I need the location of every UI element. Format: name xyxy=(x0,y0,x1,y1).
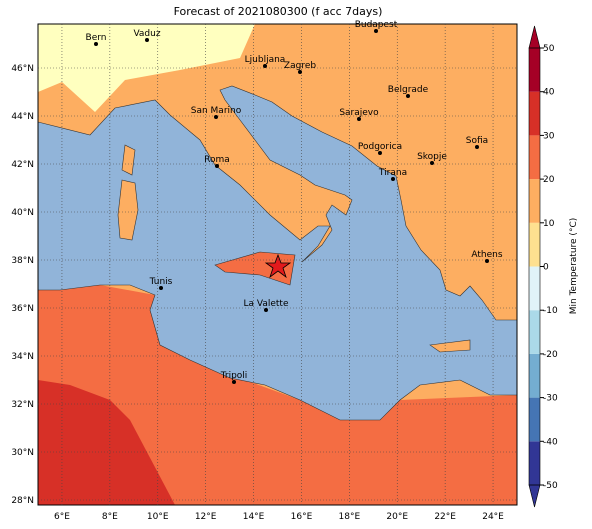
colorbar-segment xyxy=(529,353,540,398)
city-dot xyxy=(232,380,236,384)
city-label: Athens xyxy=(471,250,502,260)
city-label: San Marino xyxy=(191,106,242,116)
y-tick-label: 36°N xyxy=(11,304,34,314)
colorbar-segment xyxy=(529,91,540,136)
city-dot xyxy=(406,94,410,98)
x-tick-label: 16°E xyxy=(291,512,313,522)
city-label: La Valette xyxy=(244,299,289,309)
city-label: Sarajevo xyxy=(339,108,379,118)
colorbar-segment xyxy=(529,135,540,180)
x-tick-label: 18°E xyxy=(339,512,361,522)
city-label: Zagreb xyxy=(284,61,316,71)
y-tick-label: 44°N xyxy=(11,112,34,122)
y-tick-label: 42°N xyxy=(11,160,34,170)
city-dot xyxy=(215,164,219,168)
x-tick-label: 14°E xyxy=(243,512,265,522)
colorbar-segment xyxy=(529,266,540,311)
colorbar-segment xyxy=(529,441,540,485)
crete xyxy=(429,339,471,353)
city-dot xyxy=(214,115,218,119)
city-dot xyxy=(264,308,268,312)
city-dot xyxy=(430,161,434,165)
colorbar-tick-label: -10 xyxy=(543,306,558,316)
colorbar-segment xyxy=(529,222,540,267)
colorbar-segment xyxy=(529,179,540,223)
colorbar-tick-label: -20 xyxy=(543,350,558,360)
city-dot xyxy=(298,70,302,74)
city-dot xyxy=(357,117,361,121)
city-label: Podgorica xyxy=(358,142,402,152)
x-tick-label: 20°E xyxy=(386,512,408,522)
sardinia xyxy=(117,179,139,241)
city-label: Sofia xyxy=(466,136,488,146)
city-dot xyxy=(475,145,479,149)
city-dot xyxy=(378,151,382,155)
city-dot xyxy=(159,286,163,290)
city-dot xyxy=(263,64,267,68)
star-marker xyxy=(264,253,292,279)
city-dot xyxy=(374,29,378,33)
colorbar-tick-label: -40 xyxy=(543,437,558,447)
y-tick-label: 40°N xyxy=(11,208,34,218)
y-tick-label: 34°N xyxy=(11,352,34,362)
y-tick-label: 38°N xyxy=(11,256,34,266)
africa-hot-region xyxy=(38,380,175,505)
colorbar-tick-label: 50 xyxy=(543,44,555,54)
x-tick-label: 10°E xyxy=(147,512,169,522)
map-title: Forecast of 2021080300 (f acc 7days) xyxy=(174,5,383,18)
corsica xyxy=(121,144,136,176)
colorbar-label: Min Temperature (°C) xyxy=(569,218,579,315)
y-tick-label: 28°N xyxy=(11,496,34,506)
city-label: Belgrade xyxy=(388,85,429,95)
colorbar-tick-label: 10 xyxy=(543,219,555,229)
colorbar-extend xyxy=(528,25,541,49)
city-label: Ljubljana xyxy=(245,55,286,65)
city-label: Vaduz xyxy=(133,29,160,39)
map-frame xyxy=(37,23,518,506)
colorbar-tick-label: 0 xyxy=(543,263,549,273)
city-dot xyxy=(145,38,149,42)
x-tick-label: 24°E xyxy=(482,512,504,522)
colorbar-extend xyxy=(528,484,541,508)
y-tick-label: 32°N xyxy=(11,400,34,410)
city-dot xyxy=(391,177,395,181)
city-label: Tirana xyxy=(378,168,407,178)
colorbar-tick-label: 40 xyxy=(543,88,555,98)
colorbar-tick-label: 20 xyxy=(543,175,555,185)
colorbar-tick-label: -30 xyxy=(543,394,558,404)
city-label: Budapest xyxy=(355,20,398,30)
y-tick-label: 46°N xyxy=(11,64,34,74)
city-label: Skopje xyxy=(417,152,447,162)
colorbar-segment xyxy=(529,397,540,442)
city-label: Roma xyxy=(204,155,230,165)
city-dot xyxy=(485,259,489,263)
city-label: Bern xyxy=(86,33,107,43)
colorbar-segment xyxy=(529,310,540,354)
city-dot xyxy=(94,42,98,46)
y-tick-label: 30°N xyxy=(11,448,34,458)
colorbar-tick-label: 30 xyxy=(543,131,555,141)
city-label: Tunis xyxy=(149,277,173,287)
colorbar-tick-label: -50 xyxy=(543,481,558,491)
colorbar-segment xyxy=(529,48,540,92)
x-tick-label: 22°E xyxy=(434,512,456,522)
x-tick-label: 8°E xyxy=(102,512,118,522)
x-tick-label: 12°E xyxy=(195,512,217,522)
city-label: Tripoli xyxy=(220,371,248,381)
x-tick-label: 6°E xyxy=(54,512,70,522)
